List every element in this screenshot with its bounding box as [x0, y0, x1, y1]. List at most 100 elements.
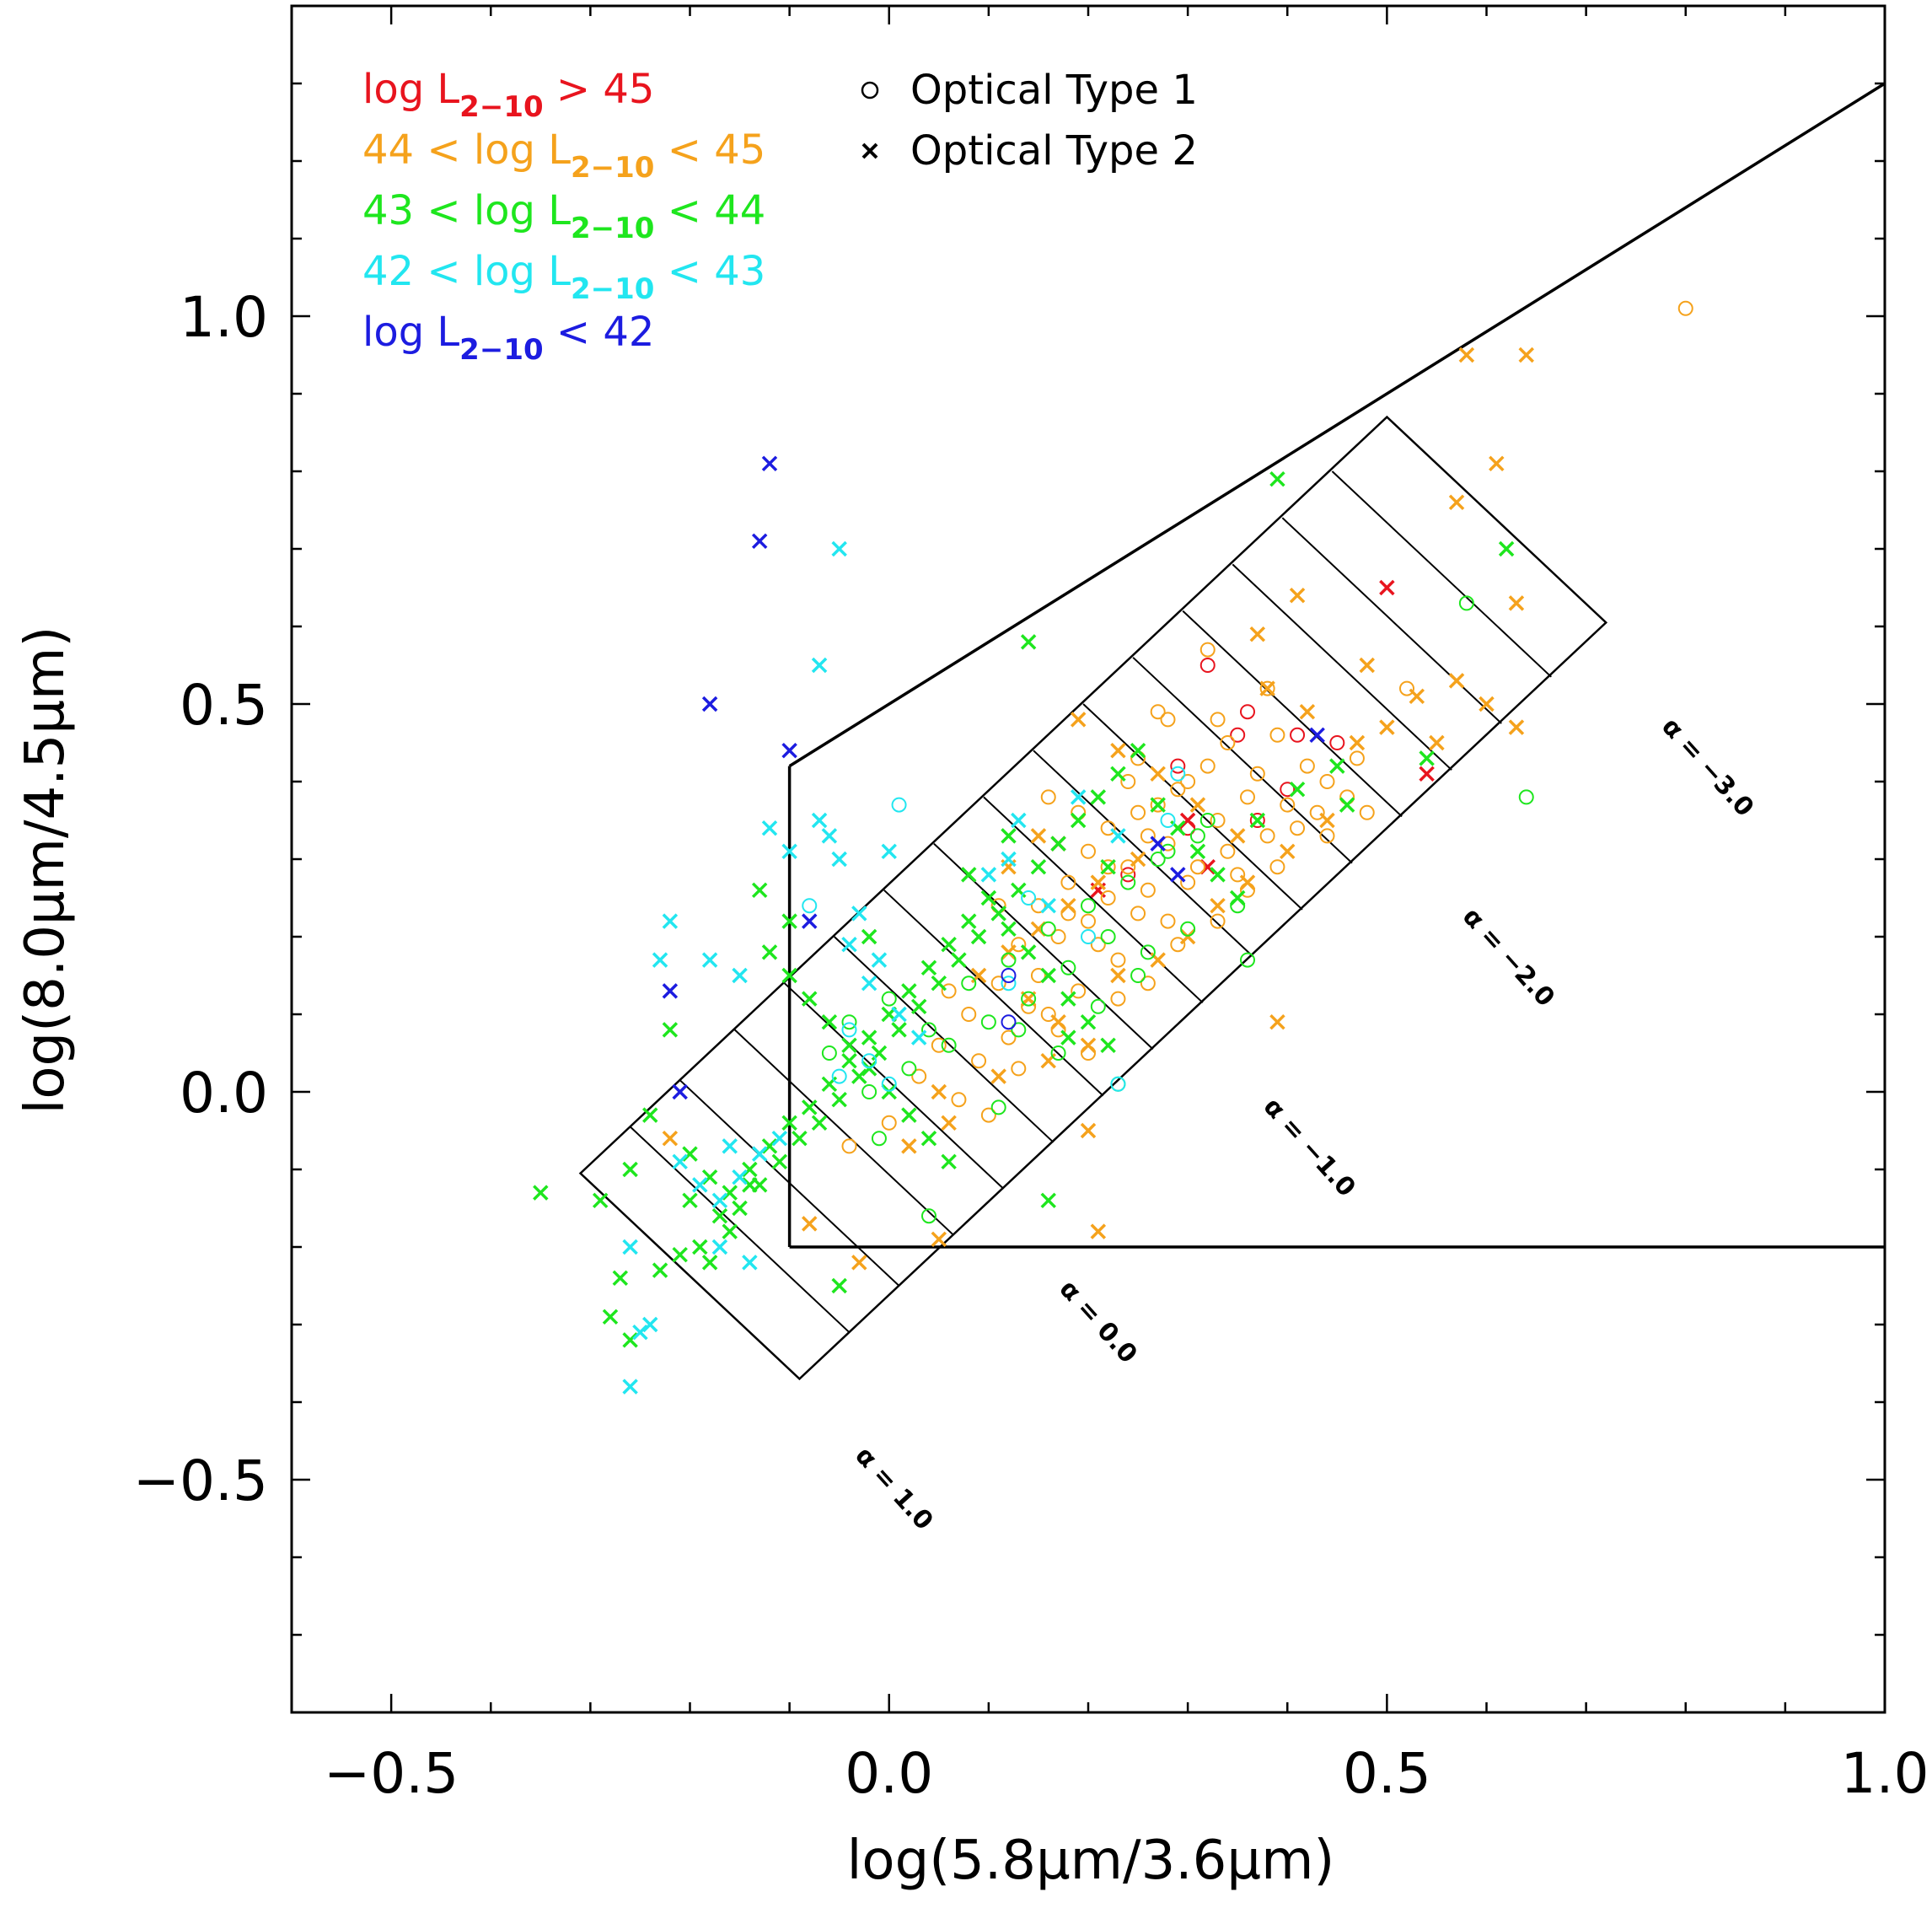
type2-point: [881, 843, 897, 860]
legend-text-main: log L: [362, 309, 459, 356]
type1-point: [1349, 750, 1365, 766]
type2-point: [1419, 766, 1435, 782]
type1-point: [1081, 898, 1096, 914]
type2-point: [781, 967, 797, 984]
type2-point: [1448, 494, 1465, 511]
type1-point: [921, 1022, 936, 1038]
type1-point: [1269, 727, 1285, 743]
x-tick-label: −0.5: [324, 1741, 459, 1806]
legend-text-main: 42 < log L: [362, 248, 571, 295]
type1-point: [841, 1022, 857, 1038]
type2-point: [761, 944, 778, 960]
type1-point: [1269, 859, 1285, 875]
type1-point: [1050, 1045, 1066, 1061]
legend-type-label: Optical Type 2: [910, 127, 1198, 175]
type1-point: [1110, 991, 1126, 1007]
type2-point: [1100, 858, 1116, 875]
type2-point: [831, 1277, 847, 1294]
type2-point: [1479, 696, 1495, 712]
type1-point: [1290, 727, 1306, 743]
type2-point: [761, 820, 778, 836]
type2-point: [1269, 1013, 1285, 1030]
type2-point: [1409, 688, 1425, 705]
type2-point: [672, 1083, 688, 1100]
type2-point: [1458, 347, 1475, 363]
agn-wedge: [787, 82, 1886, 1249]
y-tick-label: −0.5: [133, 1448, 268, 1513]
type1-point: [1230, 727, 1246, 743]
type2-point: [811, 657, 828, 674]
type2-point: [632, 1324, 648, 1341]
type1-point: [841, 1014, 857, 1030]
type2-point: [711, 1207, 728, 1224]
type1-point: [1359, 804, 1375, 820]
band-divider: [1132, 657, 1353, 864]
type2-point: [1489, 455, 1505, 472]
type2-point: [662, 1130, 679, 1147]
type1-point: [1220, 735, 1236, 750]
type2-point: [881, 1083, 897, 1100]
type1-point: [1021, 890, 1037, 906]
type2-point: [622, 1379, 638, 1395]
type1-point: [1040, 1007, 1056, 1022]
legend-text-tail: < 45: [654, 126, 765, 174]
type1-point: [1030, 898, 1046, 914]
type2-point: [1080, 1122, 1097, 1139]
legend-lum45: log L2−10 > 45: [362, 66, 654, 124]
type1-point: [951, 1092, 967, 1108]
type2-point: [1189, 797, 1206, 813]
type1-point: [1160, 843, 1176, 859]
band-outline: [578, 415, 1608, 1381]
type2-point: [1309, 727, 1325, 744]
type2-point: [1030, 858, 1047, 875]
type2-point: [851, 906, 867, 922]
type1-point: [1050, 929, 1066, 944]
type2-point: [742, 1177, 758, 1193]
type1-point: [1199, 658, 1216, 673]
type2-point: [742, 1255, 758, 1271]
type1-point: [861, 1084, 877, 1099]
type1-point: [921, 1208, 936, 1224]
type1-point: [1180, 774, 1196, 789]
legend-text-main: 43 < log L: [362, 187, 571, 234]
type2-point: [821, 1013, 838, 1030]
x-tick-label: 0.0: [845, 1741, 933, 1806]
type2-point: [831, 1091, 847, 1108]
type1-point: [1040, 921, 1056, 937]
type2-point: [841, 936, 857, 953]
type1-point: [1199, 813, 1216, 828]
type1-point: [990, 1099, 1006, 1115]
legend-text-subscript: 2−10: [571, 212, 654, 245]
type1-point: [1230, 867, 1246, 883]
type2-point: [1518, 347, 1534, 363]
type2-point: [662, 1022, 679, 1038]
type1-point: [1100, 820, 1116, 836]
type2-point: [751, 1146, 768, 1162]
type1-point: [1060, 959, 1076, 975]
type1-point: [1240, 789, 1255, 805]
type2-point: [1379, 579, 1395, 596]
type1-point: [1160, 712, 1176, 728]
type2-point: [802, 1216, 818, 1232]
type2-point: [1259, 680, 1275, 696]
type2-point: [1179, 928, 1196, 945]
type2-point: [672, 1246, 688, 1263]
type2-point: [1020, 944, 1037, 960]
type2-point: [622, 1332, 638, 1348]
type1-point: [971, 1053, 987, 1069]
type2-point: [1060, 897, 1076, 914]
type1-point: [1140, 828, 1156, 844]
legend-text-subscript: 2−10: [459, 90, 543, 124]
type2-point: [861, 928, 877, 945]
type1-point: [821, 1045, 837, 1061]
type1-point: [1319, 774, 1335, 789]
type1-point: [1240, 704, 1255, 720]
type1-point: [1120, 867, 1136, 883]
type2-point: [861, 1061, 877, 1077]
type1-point: [1518, 789, 1534, 805]
type1-point: [1060, 874, 1076, 890]
type1-point: [881, 1076, 897, 1092]
axes: −0.5 0.0 0.5 1.0 −0.5 0.0 0.5 1.0: [133, 4, 1929, 1806]
type2-point: [732, 1200, 748, 1217]
type1-point: [1120, 859, 1136, 875]
